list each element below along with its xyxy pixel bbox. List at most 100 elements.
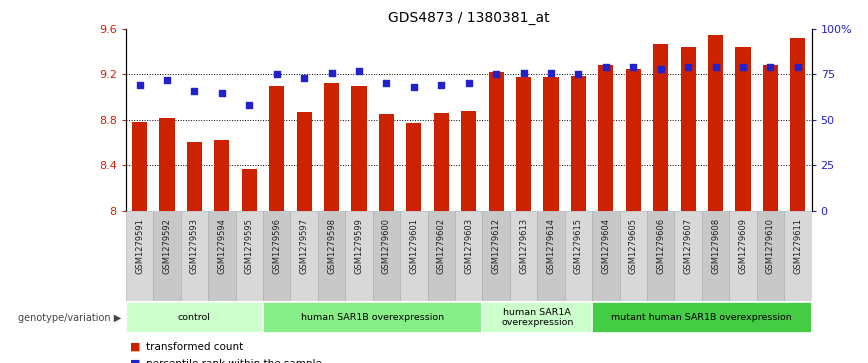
Bar: [154, 211, 181, 301]
Text: ■: ■: [130, 342, 141, 352]
Point: [133, 82, 147, 88]
Text: GSM1279615: GSM1279615: [574, 218, 583, 274]
Bar: [160, 118, 174, 211]
Text: genotype/variation ▶: genotype/variation ▶: [18, 313, 122, 323]
Bar: [379, 114, 394, 211]
Bar: [791, 38, 806, 211]
Point: [297, 75, 311, 81]
Bar: [543, 77, 558, 211]
Bar: [763, 65, 778, 211]
Point: [270, 72, 284, 77]
Bar: [400, 211, 428, 301]
Point: [242, 102, 256, 108]
Point: [654, 66, 667, 72]
Point: [571, 72, 585, 77]
Bar: [483, 211, 510, 301]
Bar: [324, 83, 339, 211]
Text: GSM1279614: GSM1279614: [547, 218, 556, 274]
Bar: [571, 76, 586, 211]
Text: GSM1279594: GSM1279594: [217, 218, 227, 274]
Text: GSM1279613: GSM1279613: [519, 218, 528, 274]
Point: [736, 64, 750, 70]
Text: GSM1279607: GSM1279607: [684, 218, 693, 274]
Bar: [181, 211, 208, 301]
Text: human SAR1A
overexpression: human SAR1A overexpression: [501, 308, 574, 327]
Bar: [626, 69, 641, 211]
Bar: [187, 143, 202, 211]
Bar: [461, 111, 477, 211]
Bar: [729, 211, 757, 301]
Bar: [132, 122, 147, 211]
Point: [434, 82, 448, 88]
Point: [544, 70, 558, 76]
Bar: [757, 211, 784, 301]
Point: [791, 64, 805, 70]
Text: GSM1279602: GSM1279602: [437, 218, 446, 274]
Bar: [372, 211, 400, 301]
Text: GSM1279595: GSM1279595: [245, 218, 253, 274]
Bar: [455, 211, 483, 301]
Bar: [269, 86, 284, 211]
Text: GSM1279609: GSM1279609: [739, 218, 747, 274]
Bar: [784, 211, 812, 301]
Bar: [674, 211, 702, 301]
Point: [681, 64, 695, 70]
Text: GSM1279611: GSM1279611: [793, 218, 802, 274]
Text: GSM1279612: GSM1279612: [491, 218, 501, 274]
Text: control: control: [178, 313, 211, 322]
Text: GSM1279604: GSM1279604: [602, 218, 610, 274]
Bar: [647, 211, 674, 301]
Text: GSM1279608: GSM1279608: [711, 218, 720, 274]
Bar: [654, 44, 668, 211]
Bar: [406, 123, 421, 211]
Bar: [702, 211, 729, 301]
Text: GSM1279593: GSM1279593: [190, 218, 199, 274]
Bar: [489, 72, 503, 211]
Bar: [592, 302, 812, 333]
Bar: [345, 211, 372, 301]
Point: [462, 81, 476, 86]
Point: [215, 90, 229, 95]
Text: GSM1279596: GSM1279596: [273, 218, 281, 274]
Point: [352, 68, 366, 74]
Text: GSM1279610: GSM1279610: [766, 218, 775, 274]
Point: [599, 64, 613, 70]
Text: GSM1279597: GSM1279597: [299, 218, 309, 274]
Bar: [598, 65, 614, 211]
Bar: [126, 302, 263, 333]
Text: GSM1279599: GSM1279599: [354, 218, 364, 274]
Text: GSM1279605: GSM1279605: [628, 218, 638, 274]
Bar: [318, 211, 345, 301]
Bar: [681, 47, 695, 211]
Bar: [352, 86, 366, 211]
Bar: [516, 77, 531, 211]
Bar: [735, 47, 751, 211]
Text: GSM1279601: GSM1279601: [410, 218, 418, 274]
Text: transformed count: transformed count: [146, 342, 243, 352]
Bar: [428, 211, 455, 301]
Bar: [434, 113, 449, 211]
Text: ■: ■: [130, 359, 141, 363]
Text: percentile rank within the sample: percentile rank within the sample: [146, 359, 322, 363]
Text: human SAR1B overexpression: human SAR1B overexpression: [301, 313, 444, 322]
Point: [764, 64, 778, 70]
Point: [160, 77, 174, 83]
Bar: [537, 211, 565, 301]
Bar: [235, 211, 263, 301]
Bar: [263, 211, 291, 301]
Bar: [126, 211, 154, 301]
Point: [516, 70, 530, 76]
Text: GSM1279591: GSM1279591: [135, 218, 144, 274]
Bar: [620, 211, 647, 301]
Text: GDS4873 / 1380381_at: GDS4873 / 1380381_at: [388, 11, 549, 25]
Bar: [592, 211, 620, 301]
Point: [627, 64, 641, 70]
Bar: [708, 35, 723, 211]
Bar: [510, 211, 537, 301]
Bar: [297, 112, 312, 211]
Bar: [565, 211, 592, 301]
Text: GSM1279606: GSM1279606: [656, 218, 665, 274]
Point: [490, 72, 503, 77]
Bar: [214, 140, 229, 211]
Text: GSM1279603: GSM1279603: [464, 218, 473, 274]
